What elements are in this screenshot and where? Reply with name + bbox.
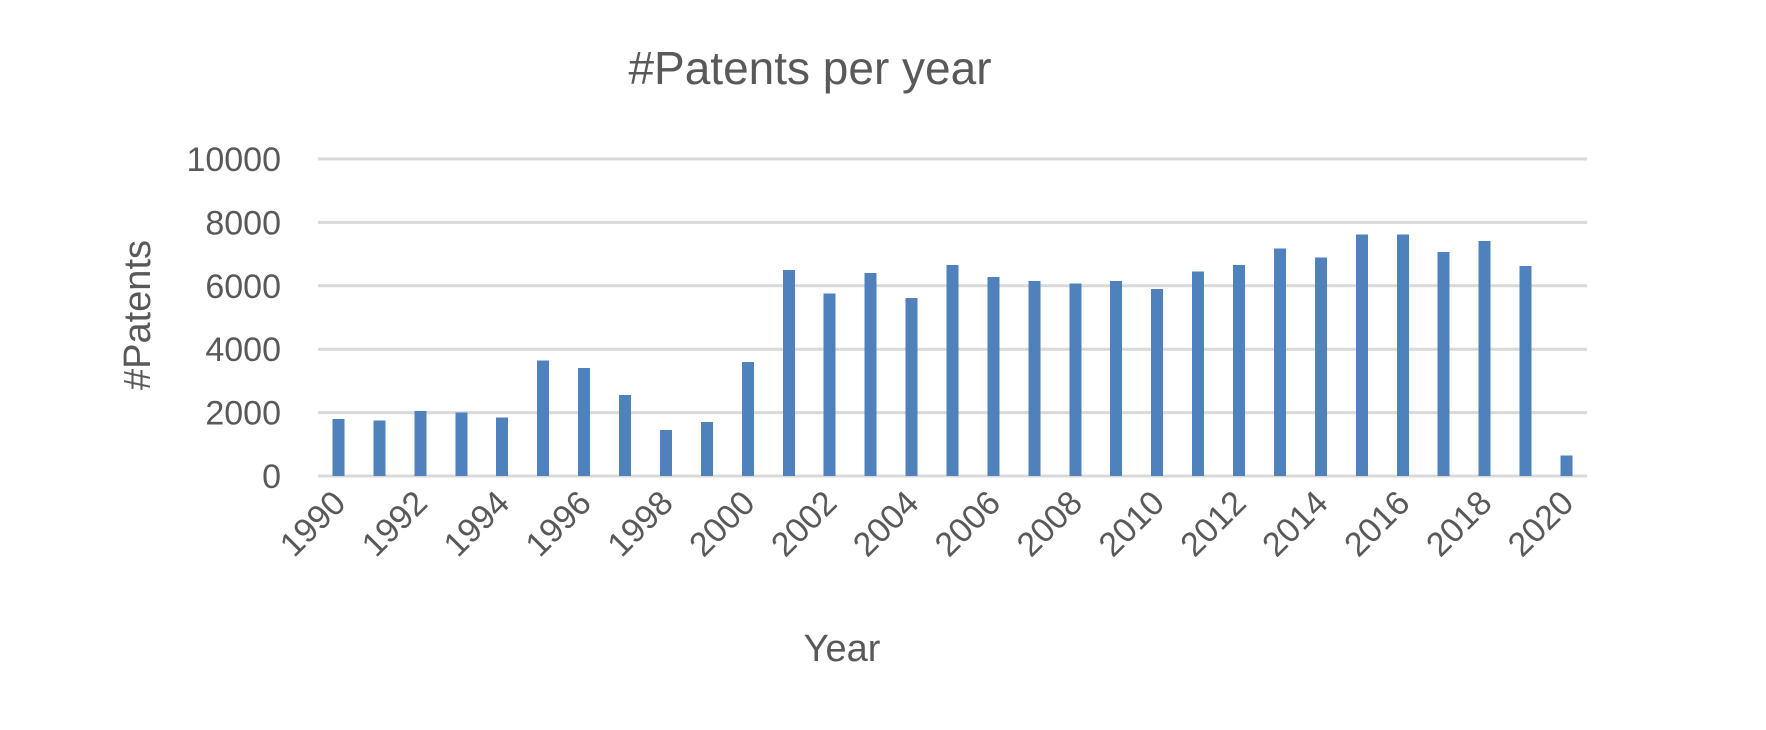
x-tick-label: 2002 (764, 484, 844, 564)
x-tick-label: 2018 (1419, 484, 1499, 564)
bar-2004 (905, 297, 918, 476)
bar-2014 (1314, 257, 1327, 476)
bar-2010 (1151, 289, 1164, 476)
y-tick-label: 2000 (205, 395, 281, 433)
x-tick-label: 2014 (1255, 484, 1335, 564)
x-tick-label: 2006 (928, 484, 1008, 564)
bar-1995 (537, 360, 550, 476)
bar-1996 (578, 368, 591, 476)
bar-2006 (987, 276, 1000, 476)
bar-2019 (1519, 265, 1532, 476)
bar-2002 (823, 293, 836, 476)
x-axis-ticks: 1990 1992 1994 1996 1998 2000 2002 2004 2006 2008… (273, 484, 1581, 564)
x-tick-label: 2008 (1010, 484, 1090, 564)
y-tick-label: 6000 (205, 268, 281, 306)
bar-1990 (332, 418, 345, 476)
bar-1997 (619, 395, 631, 476)
bar-2008 (1069, 283, 1082, 476)
bar-2017 (1437, 251, 1450, 476)
x-tick-label: 2010 (1092, 484, 1172, 564)
y-axis-label: #Patents (117, 240, 159, 390)
x-tick-label: 1994 (437, 484, 517, 564)
x-tick-label: 2004 (846, 484, 926, 564)
bar-2011 (1192, 271, 1205, 476)
x-tick-label: 1998 (600, 484, 680, 564)
bar-2013 (1274, 248, 1286, 476)
bar-2016 (1396, 234, 1409, 476)
y-tick-label: 4000 (205, 331, 281, 369)
x-tick-label: 2012 (1173, 484, 1253, 564)
bar-2001 (782, 269, 795, 476)
bar-1994 (496, 417, 509, 476)
x-tick-label: 1996 (518, 484, 598, 564)
x-tick-label: 1990 (273, 484, 353, 564)
y-tick-label: 8000 (205, 204, 281, 242)
chart-title: #Patents per year (628, 42, 991, 94)
x-tick-label: 2000 (682, 484, 762, 564)
bar-1991 (373, 420, 386, 476)
y-tick-label: 0 (262, 458, 281, 496)
bar-2012 (1233, 265, 1245, 476)
x-tick-label: 1992 (355, 484, 435, 564)
bar-2009 (1110, 281, 1123, 476)
bar-2018 (1478, 240, 1491, 476)
bar-1992 (414, 411, 427, 476)
bar-2005 (946, 265, 959, 476)
bar-2015 (1355, 234, 1368, 476)
bar-2000 (741, 361, 754, 476)
y-axis-ticks: 0 2000 4000 6000 8000 10000 (186, 141, 281, 496)
bar-2020 (1560, 455, 1573, 476)
bar-1998 (660, 430, 672, 476)
x-tick-label: 2016 (1337, 484, 1417, 564)
bar-2003 (864, 273, 877, 476)
x-tick-label: 2020 (1501, 484, 1581, 564)
bar-1999 (700, 422, 713, 476)
y-tick-label: 10000 (186, 141, 281, 179)
x-axis-label: Year (804, 628, 881, 670)
bar-1993 (455, 412, 468, 476)
bars (332, 234, 1573, 476)
bar-2007 (1028, 281, 1041, 476)
